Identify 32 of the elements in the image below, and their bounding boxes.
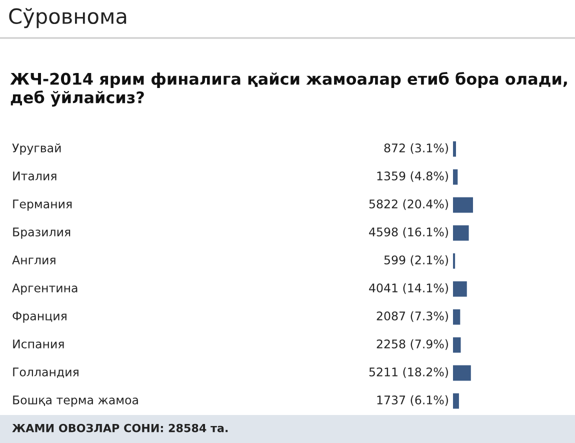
data-label: 5211 (18.2%) bbox=[369, 367, 448, 378]
y-tick-label: Германия bbox=[13, 200, 72, 211]
bar bbox=[453, 393, 459, 409]
data-label: 5822 (20.4%) bbox=[369, 199, 448, 210]
bar bbox=[453, 169, 458, 185]
y-tick-label: Аргентина bbox=[12, 284, 78, 295]
data-label: 2258 (7.9%) bbox=[376, 339, 448, 350]
bar bbox=[453, 281, 467, 297]
y-tick-label: Бразилия bbox=[13, 228, 70, 239]
y-tick-label: Испания bbox=[13, 340, 64, 348]
text: ЖАМИ ОВОЗЛАР СОНИ: 28584 та. bbox=[12, 424, 228, 432]
data-label: 872 (3.1%) bbox=[384, 143, 448, 154]
text: ЖЧ-2014 ярим финалига қайси жамоалар етиб бора олади, деб ўйлайсиз? bbox=[10, 72, 567, 107]
bar bbox=[453, 141, 456, 157]
y-tick-label: Бошқа терма жамоа bbox=[13, 396, 138, 407]
bar bbox=[453, 225, 469, 241]
text: Сўровнома bbox=[9, 8, 126, 28]
bar bbox=[453, 197, 473, 213]
y-tick-label: Франция bbox=[12, 312, 66, 323]
data-label: 2087 (7.3%) bbox=[376, 311, 448, 322]
y-tick-label: Англия bbox=[12, 256, 56, 264]
bar bbox=[453, 337, 461, 353]
y-tick-label: Италия bbox=[13, 172, 56, 180]
data-label: 1737 (6.1%) bbox=[377, 395, 448, 406]
data-label: 4598 (16.1%) bbox=[369, 227, 448, 238]
data-label: 4041 (14.1%) bbox=[369, 283, 448, 294]
data-label: 1359 (4.8%) bbox=[377, 171, 448, 182]
data-label: 599 (2.1%) bbox=[384, 255, 448, 266]
bar bbox=[453, 365, 471, 381]
bar bbox=[453, 309, 460, 325]
y-tick-label: Голландия bbox=[13, 368, 78, 378]
y-tick-label: Уругвай bbox=[12, 143, 61, 155]
